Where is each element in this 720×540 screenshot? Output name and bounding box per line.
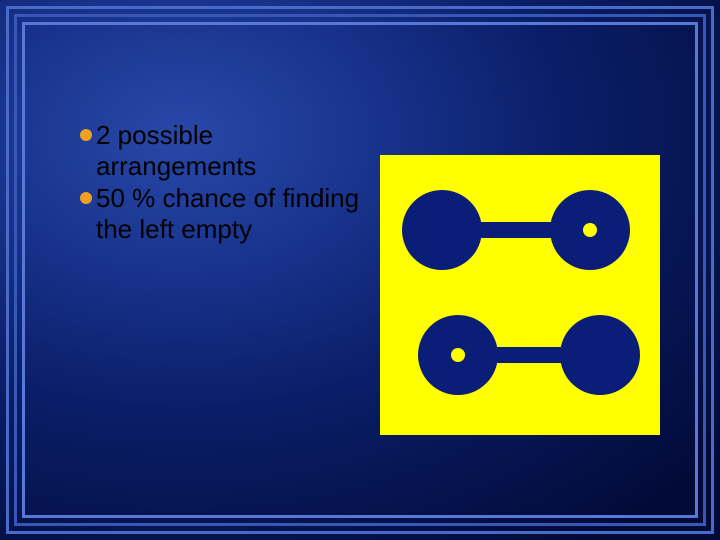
bullet-icon	[80, 192, 92, 204]
bullet-list: 2 possible arrangements 50 % chance of f…	[80, 120, 380, 247]
dumbbell-bar	[472, 222, 560, 238]
dumbbell-bar	[488, 347, 570, 363]
particle-dot	[583, 223, 597, 237]
bullet-text: 50 % chance of finding the left empty	[96, 183, 380, 244]
slide: 2 possible arrangements 50 % chance of f…	[0, 0, 720, 540]
dumbbell-circle	[402, 190, 482, 270]
list-item: 2 possible arrangements	[80, 120, 380, 181]
diagram	[380, 155, 660, 435]
particle-dot	[451, 348, 465, 362]
bullet-icon	[80, 129, 92, 141]
list-item: 50 % chance of finding the left empty	[80, 183, 380, 244]
dumbbell-circle	[560, 315, 640, 395]
bullet-text: 2 possible arrangements	[96, 120, 380, 181]
